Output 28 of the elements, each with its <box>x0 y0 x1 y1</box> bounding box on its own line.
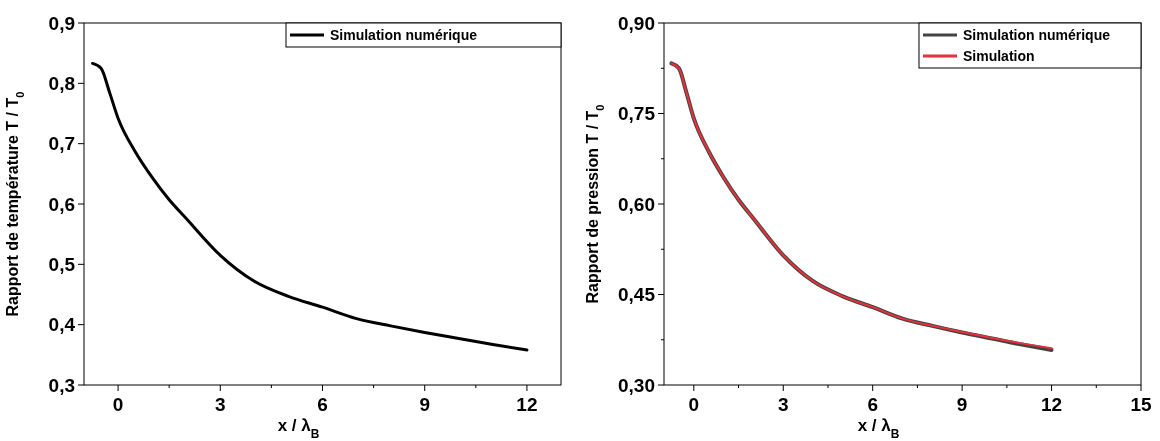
y-tick-label: 0,9 <box>48 12 75 34</box>
x-tick-label: 3 <box>777 394 789 415</box>
y-tick-label: 0,30 <box>618 374 655 396</box>
x-axis-title: x / λ$_{B}$ <box>277 416 320 441</box>
y-tick-label: 0,8 <box>48 72 75 94</box>
y-tick-label: 0,6 <box>48 193 75 215</box>
x-tick-label: 9 <box>956 394 968 415</box>
legend-label: Simulation numérique <box>330 26 478 43</box>
x-tick-label: 9 <box>419 394 430 415</box>
y-tick-label: 0,60 <box>618 193 655 215</box>
y-tick-label: 0,75 <box>618 103 656 125</box>
x-tick-label: 3 <box>215 394 226 415</box>
y-tick-label: 0,3 <box>48 374 75 396</box>
x-tick-label: 6 <box>867 394 878 415</box>
x-tick-label: 12 <box>516 394 538 415</box>
y-tick-label: 0,45 <box>618 284 656 306</box>
legend-label: Simulation numérique <box>963 26 1111 43</box>
y-tick-label: 0,4 <box>48 314 76 336</box>
y-tick-label: 0,7 <box>48 133 75 155</box>
x-tick-label: 12 <box>1040 394 1063 415</box>
x-tick-label: 15 <box>1130 394 1152 415</box>
y-tick-label: 0,90 <box>618 12 655 34</box>
x-axis-title: x / λ$_{B}$ <box>857 416 900 441</box>
x-tick-label: 6 <box>317 394 328 415</box>
x-tick-label: 0 <box>112 394 124 415</box>
x-tick-label: 0 <box>688 394 700 415</box>
legend-label: Simulation <box>963 47 1035 64</box>
y-tick-label: 0,5 <box>48 253 76 275</box>
